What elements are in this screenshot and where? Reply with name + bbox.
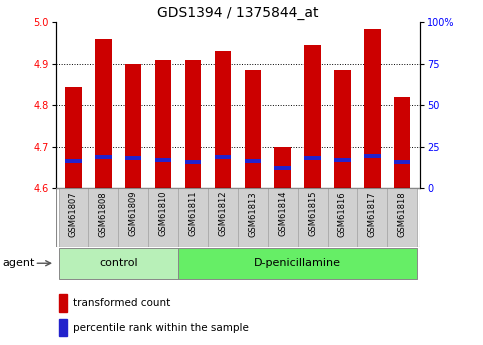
- FancyBboxPatch shape: [268, 188, 298, 247]
- Text: transformed count: transformed count: [72, 298, 170, 308]
- Text: agent: agent: [3, 258, 35, 268]
- Text: GSM61813: GSM61813: [248, 191, 257, 237]
- Bar: [125, 156, 142, 160]
- FancyBboxPatch shape: [58, 248, 178, 279]
- Text: GSM61817: GSM61817: [368, 191, 377, 237]
- Bar: [364, 154, 381, 158]
- FancyBboxPatch shape: [178, 248, 417, 279]
- Bar: [304, 45, 321, 188]
- FancyBboxPatch shape: [387, 188, 417, 247]
- Text: control: control: [99, 258, 138, 268]
- Text: GSM61811: GSM61811: [188, 191, 198, 236]
- Bar: [394, 160, 411, 164]
- Bar: [334, 70, 351, 188]
- FancyBboxPatch shape: [208, 188, 238, 247]
- Text: GSM61818: GSM61818: [398, 191, 407, 237]
- Text: GSM61816: GSM61816: [338, 191, 347, 237]
- Text: GSM61810: GSM61810: [158, 191, 168, 236]
- Bar: [125, 64, 142, 188]
- Text: GSM61814: GSM61814: [278, 191, 287, 236]
- FancyBboxPatch shape: [88, 188, 118, 247]
- Bar: [334, 158, 351, 162]
- Bar: [394, 97, 411, 188]
- Bar: [59, 295, 67, 312]
- FancyBboxPatch shape: [178, 188, 208, 247]
- Bar: [244, 70, 261, 188]
- FancyBboxPatch shape: [238, 188, 268, 247]
- Text: percentile rank within the sample: percentile rank within the sample: [72, 323, 249, 333]
- FancyBboxPatch shape: [298, 188, 327, 247]
- Bar: [215, 51, 231, 188]
- Text: GSM61812: GSM61812: [218, 191, 227, 236]
- Bar: [274, 147, 291, 188]
- Bar: [274, 166, 291, 170]
- Text: GSM61809: GSM61809: [129, 191, 138, 236]
- Text: GSM61807: GSM61807: [69, 191, 78, 237]
- FancyBboxPatch shape: [118, 188, 148, 247]
- FancyBboxPatch shape: [148, 188, 178, 247]
- Bar: [215, 155, 231, 159]
- Bar: [304, 156, 321, 160]
- Text: GSM61815: GSM61815: [308, 191, 317, 236]
- Bar: [155, 158, 171, 162]
- FancyBboxPatch shape: [58, 188, 88, 247]
- Bar: [185, 60, 201, 188]
- Bar: [65, 159, 82, 163]
- FancyBboxPatch shape: [327, 188, 357, 247]
- Bar: [244, 159, 261, 163]
- Bar: [95, 39, 112, 188]
- Bar: [95, 155, 112, 159]
- Bar: [65, 87, 82, 188]
- Bar: [185, 160, 201, 164]
- Bar: [364, 29, 381, 188]
- Title: GDS1394 / 1375844_at: GDS1394 / 1375844_at: [157, 6, 319, 20]
- Bar: [155, 60, 171, 188]
- FancyBboxPatch shape: [357, 188, 387, 247]
- Text: D-penicillamine: D-penicillamine: [254, 258, 341, 268]
- Text: GSM61808: GSM61808: [99, 191, 108, 237]
- Bar: [59, 319, 67, 336]
